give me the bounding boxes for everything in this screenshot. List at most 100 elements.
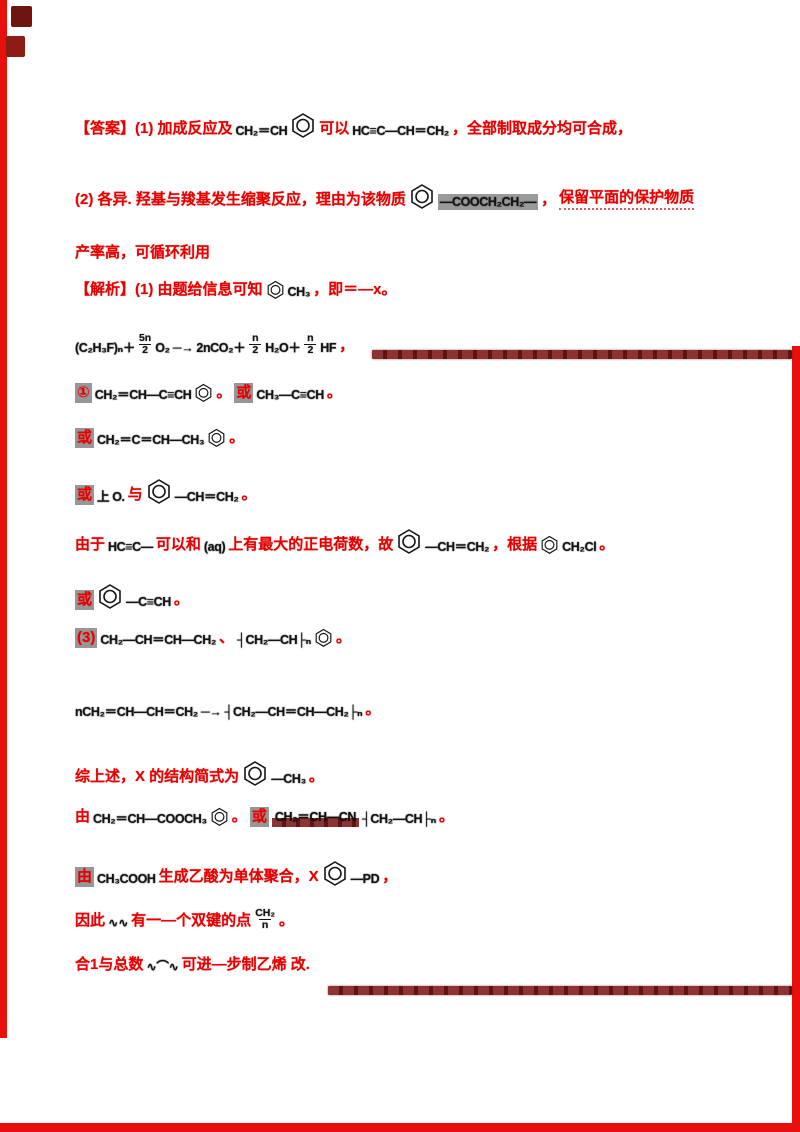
formula-black-text: —COOCH₂CH₂— xyxy=(437,193,539,210)
formula-black-text: H₂O＋ xyxy=(265,340,301,355)
formula-black-text: HC≡C—CH＝CH₂ xyxy=(352,123,449,138)
dashed-underline-1 xyxy=(372,350,792,359)
answer-red-text: 。 xyxy=(308,767,324,785)
formula-black-text: 上 O. xyxy=(97,489,125,504)
text-line-5: (C₂H₃F)ₙ＋ 5n 2 O₂ ─→ 2nCO₂＋ n 2 H₂O＋ n 2 HF， xyxy=(75,332,355,356)
text-line-14: 由 CH₂＝CH—COOCH₃。或 CH₂＝CH—CN ┤CH₂—CH├ₙ。 xyxy=(75,806,454,827)
formula-black-text: ┤CH₂—CH＝CH—CH₂├ₙ xyxy=(224,705,363,719)
answer-red-text: ， xyxy=(541,190,557,208)
benzene-ring-structure xyxy=(207,428,226,448)
answer-red-text: ，即＝—x。 xyxy=(313,281,397,298)
text-line-8: 或上 O. 与 —CH＝CH₂。 xyxy=(75,478,257,505)
formula-black-text: (C₂H₃F)ₙ＋ xyxy=(75,340,135,355)
formula-black-text: ┤CH₂—CH├ₙ xyxy=(237,633,311,647)
text-line-7: 或 CH₂＝C＝CH—CH₃ 。 xyxy=(75,428,245,449)
fraction-numerator: CH₂ xyxy=(255,907,276,919)
formula-black-text: CH₂＝CH xyxy=(235,123,288,138)
fraction-coefficient: CH₂ n xyxy=(255,907,276,931)
benzene-ring-structure xyxy=(146,478,172,504)
answer-red-text: 【答案】(1) 加成反应及 xyxy=(75,119,233,137)
answer-red-text: 或 xyxy=(249,806,269,827)
answer-red-text: 。 xyxy=(335,629,351,646)
fraction-denominator: 2 xyxy=(304,344,317,356)
answer-red-text: 。 xyxy=(279,911,295,929)
text-line-15: 由 CH₃COOH 生成乙酸为单体聚合，X —PD， xyxy=(75,860,397,887)
text-line-9: 由于 HC≡C— 可以和 (aq) 上有最大的正电荷数，故 —CH＝CH₂ ，根据 CH₂Cl… xyxy=(75,528,614,555)
answer-red-text: 。 xyxy=(216,384,232,401)
formula-black-text: HC≡C— xyxy=(108,539,153,554)
answer-red-text: 或 xyxy=(234,383,254,404)
benzene-ring-structure xyxy=(314,628,333,648)
formula-black-text: —CH＝CH₂ xyxy=(425,539,490,554)
benzene-ring-structure xyxy=(290,112,316,138)
formula-black-text: CH₃COOH xyxy=(97,871,156,886)
answer-red-text: 或 xyxy=(75,589,95,610)
benzene-ring-structure xyxy=(266,280,285,300)
benzene-ring-structure xyxy=(322,860,348,886)
text-line-11: (3) CH₂—CH＝CH—CH₂、 ┤CH₂—CH├ₙ 。 xyxy=(75,628,351,649)
answer-red-text: 由 xyxy=(75,866,95,887)
formula-black-text: CH₂Cl xyxy=(562,539,597,554)
answer-red-text: (2) 各异. 羟基与羧基发生缩聚反应，理由为该物质 xyxy=(75,190,406,208)
answer-red-text: 合1与总数 xyxy=(75,956,144,973)
text-line-10: 或 —C≡CH。 xyxy=(75,583,189,610)
corner-red-mark-2 xyxy=(6,36,25,57)
answer-red-text: 。 xyxy=(365,701,381,718)
answer-red-text: ① xyxy=(75,383,92,404)
answer-red-text: ，全部制取成分均可合成， xyxy=(451,119,632,137)
fraction-numerator: n xyxy=(252,332,259,344)
formula-black-text: CH₂＝CH—COOCH₃ xyxy=(93,811,207,826)
answer-red-text: 。 xyxy=(173,590,189,608)
text-line-1: 【答案】(1) 加成反应及 CH₂＝CH 可以 HC≡C—CH＝CH₂ ，全部制取成分均… xyxy=(75,112,632,139)
right-red-strip xyxy=(792,346,800,1132)
formula-black-text: —CH＝CH₂ xyxy=(174,489,239,504)
answer-red-text: 由 xyxy=(75,807,91,825)
answer-red-text: 可以 xyxy=(319,119,350,137)
answer-red-text: 可以和 xyxy=(155,535,201,553)
text-line-17: 合1与总数 ∿⌒∿ 可进—步制乙烯 改. xyxy=(75,955,310,975)
benzene-ring-structure xyxy=(210,807,229,826)
answer-red-text: 。 xyxy=(229,429,245,446)
text-line-2: (2) 各异. 羟基与羧基发生缩聚反应，理由为该物质 —COOCH₂CH₂—，保留… xyxy=(75,183,695,210)
benzene-ring-structure xyxy=(396,528,422,554)
answer-red-text: 产率高，可循环利用 xyxy=(75,244,211,261)
answer-red-text: 上有最大的正电荷数，故 xyxy=(228,535,394,553)
formula-black-text: ∿⌒∿ xyxy=(146,960,179,974)
text-line-4: 【解析】(1) 由题给信息可知 CH₃ ，即＝—x。 xyxy=(75,280,397,300)
answer-red-text: 生成乙酸为单体聚合，X xyxy=(158,867,319,885)
formula-black-text: (aq) xyxy=(203,539,226,554)
formula-black-text: CH₂＝C＝CH—CH₃ xyxy=(97,433,205,447)
answer-red-text: 因此 xyxy=(75,911,106,929)
answer-red-text: 有一—个双键的点 xyxy=(131,911,252,929)
answer-red-text: 【解析】(1) 由题给信息可知 xyxy=(75,281,263,298)
formula-black-text: CH₂—CH＝CH—CH₂ xyxy=(100,633,216,647)
formula-black-text: nCH₂＝CH—CH＝CH₂ ─→ xyxy=(75,705,222,719)
formula-black-text: CH₃—C≡CH xyxy=(256,388,324,402)
answer-red-text: 、 xyxy=(218,629,234,646)
answer-red-text: 。 xyxy=(241,485,257,503)
formula-black-text: —C≡CH xyxy=(126,594,171,609)
answer-red-text: ， xyxy=(382,867,398,885)
answer-red-text: 。 xyxy=(231,807,247,825)
answer-red-text: 可进—步制乙烯 改. xyxy=(181,956,310,973)
text-line-12: nCH₂＝CH—CH＝CH₂ ─→ ┤CH₂—CH＝CH—CH₂├ₙ。 xyxy=(75,700,380,720)
fraction-numerator: n xyxy=(307,332,314,344)
formula-black-text: ∿∿ xyxy=(108,915,129,930)
text-line-13: 综上述，X 的结构简式为 —CH₃。 xyxy=(75,760,324,787)
fraction-denominator: 2 xyxy=(139,344,151,356)
answer-red-text: 或 xyxy=(75,484,95,505)
answer-red-text: ，根据 xyxy=(492,535,538,553)
formula-black-text: ┤CH₂—CH├ₙ xyxy=(361,811,436,826)
benzene-ring-structure xyxy=(540,535,559,554)
fraction-denominator: n xyxy=(258,919,272,931)
answer-red-text: (3) xyxy=(75,628,98,649)
formula-black-text: —CH₃ xyxy=(271,771,306,786)
dashed-underline-3 xyxy=(328,986,792,995)
formula-black-text: —PD xyxy=(350,871,380,886)
answer-red-text: ， xyxy=(339,336,355,354)
fraction-denominator: 2 xyxy=(249,344,262,356)
answer-red-text: 。 xyxy=(326,384,342,401)
formula-underlined-text: CH₂＝CH—CN xyxy=(271,806,359,827)
